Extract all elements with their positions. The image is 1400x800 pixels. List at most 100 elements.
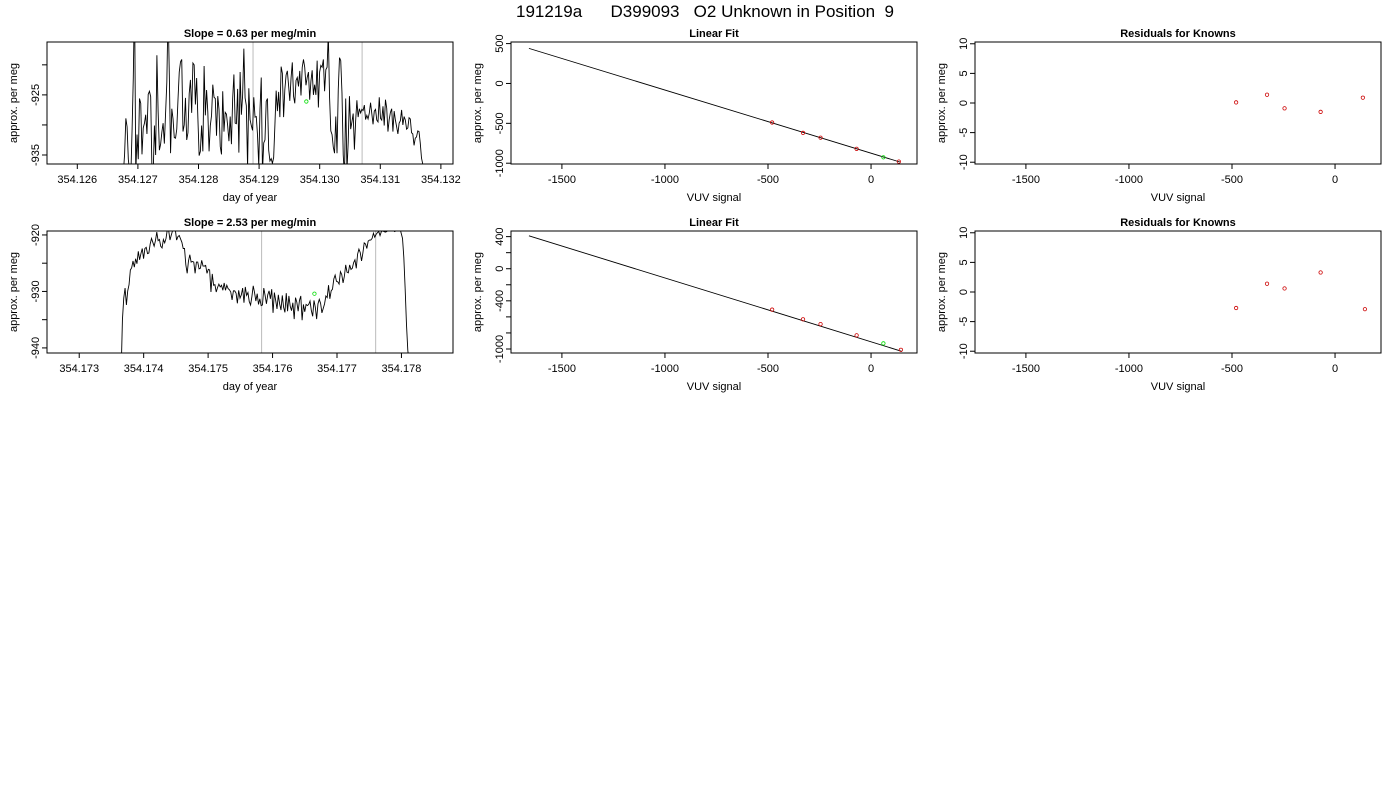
y-tick-label: -920 bbox=[30, 224, 42, 246]
data-point bbox=[818, 322, 823, 327]
data-point bbox=[1264, 92, 1270, 97]
x-axis-label: day of year bbox=[223, 192, 278, 204]
x-tick-label: 0 bbox=[868, 174, 874, 186]
y-tick-label: -5 bbox=[958, 128, 970, 138]
x-axis-label: VUV signal bbox=[687, 192, 741, 204]
plot-frame bbox=[974, 230, 1382, 354]
plot-frame bbox=[46, 230, 454, 354]
x-tick-label: 354.131 bbox=[360, 174, 400, 186]
chart-title: Linear Fit bbox=[689, 217, 739, 229]
x-tick-label: 354.176 bbox=[253, 363, 293, 375]
chart-title: Residuals for Knowns bbox=[1120, 217, 1236, 229]
y-tick-label: 5 bbox=[958, 259, 970, 265]
plot-area bbox=[1234, 270, 1368, 312]
x-tick-label: 354.127 bbox=[118, 174, 158, 186]
chart-title: Slope = 2.53 per meg/min bbox=[184, 217, 317, 229]
y-axis-label: approx. per meg bbox=[936, 252, 948, 332]
y-tick-label: -940 bbox=[30, 337, 42, 359]
panel-slope-bottom: 354.173 354.174 354.175 354.176 354.177 354.1… bbox=[8, 217, 454, 393]
y-tick-label: -930 bbox=[30, 280, 42, 302]
panel-linear-fit-top: -1500 -1000 -500 0 -1000 -500 0 500 Linear Fit VU… bbox=[472, 28, 918, 204]
y-axis-label: approx. per meg bbox=[472, 252, 484, 332]
data-point bbox=[1234, 100, 1239, 105]
x-tick-label: 354.174 bbox=[124, 363, 164, 375]
x-tick-label: 354.130 bbox=[300, 174, 340, 186]
data-point bbox=[1234, 305, 1239, 311]
plot-frame bbox=[46, 41, 454, 165]
y-tick-label: 0 bbox=[494, 266, 506, 272]
y-axis-label: approx. per meg bbox=[8, 252, 20, 332]
panel-residuals-top: -1500 -1000 -500 0 -10 -5 0 5 10 Residuals for Kn… bbox=[936, 28, 1382, 204]
fit-line bbox=[528, 235, 903, 352]
plot-area bbox=[1234, 92, 1365, 114]
data-point bbox=[1282, 106, 1287, 111]
plot-area bbox=[121, 231, 409, 353]
y-tick-label: 500 bbox=[494, 34, 506, 52]
y-tick-label: -10 bbox=[958, 154, 970, 170]
y-tick-label: -500 bbox=[494, 112, 506, 134]
x-tick-label: 354.132 bbox=[421, 174, 461, 186]
y-tick-label: -5 bbox=[958, 317, 970, 327]
x-tick-label: 0 bbox=[1332, 363, 1338, 375]
x-axis-label: VUV signal bbox=[1151, 381, 1205, 393]
x-tick-label: 0 bbox=[1332, 174, 1338, 186]
y-tick-label: -1000 bbox=[494, 335, 506, 363]
chart-title: Slope = 0.63 per meg/min bbox=[184, 28, 317, 40]
x-axis-label: VUV signal bbox=[1151, 192, 1205, 204]
y-tick-label: 10 bbox=[958, 227, 970, 239]
y-tick-label: 0 bbox=[958, 289, 970, 295]
x-tick-label: -1000 bbox=[1115, 363, 1143, 375]
x-axis-label: VUV signal bbox=[687, 381, 741, 393]
x-tick-label: -1000 bbox=[1115, 174, 1143, 186]
x-tick-label: 354.126 bbox=[57, 174, 97, 186]
y-tick-label: 0 bbox=[494, 80, 506, 86]
series-line bbox=[123, 42, 424, 164]
data-point bbox=[1360, 95, 1365, 100]
chart-title: Residuals for Knowns bbox=[1120, 28, 1236, 40]
x-tick-label: 354.128 bbox=[179, 174, 219, 186]
y-tick-label: -925 bbox=[30, 84, 42, 106]
plot-frame bbox=[510, 41, 918, 165]
x-tick-label: -1000 bbox=[651, 363, 679, 375]
x-tick-label: 354.129 bbox=[239, 174, 279, 186]
x-tick-label: 354.177 bbox=[317, 363, 357, 375]
y-axis-label: approx. per meg bbox=[472, 63, 484, 143]
panel-slope-top: 354.126 354.127 354.128 354.129 354.130 354.1… bbox=[8, 28, 461, 204]
x-tick-label: 0 bbox=[868, 363, 874, 375]
data-point bbox=[881, 341, 886, 346]
chart-title: Linear Fit bbox=[689, 28, 739, 40]
x-tick-label: -500 bbox=[757, 363, 779, 375]
y-axis-label: approx. per meg bbox=[936, 63, 948, 143]
x-tick-label: -1500 bbox=[548, 174, 576, 186]
page-title: 191219a D399093 O2 Unknown in Position 9 bbox=[515, 2, 895, 21]
y-tick-label: 400 bbox=[494, 227, 506, 245]
data-point bbox=[1264, 281, 1270, 286]
y-tick-label: 5 bbox=[958, 70, 970, 76]
y-tick-label: -400 bbox=[494, 290, 506, 312]
x-tick-label: -1000 bbox=[651, 174, 679, 186]
data-point bbox=[1318, 109, 1323, 114]
x-tick-label: -500 bbox=[757, 174, 779, 186]
x-tick-label: -500 bbox=[1221, 174, 1243, 186]
data-point bbox=[304, 99, 309, 104]
data-point bbox=[770, 307, 775, 312]
panel-residuals-bottom: -1500 -1000 -500 0 -10 -5 0 5 10 Residuals for Kn… bbox=[936, 217, 1382, 393]
data-point bbox=[1318, 270, 1323, 275]
data-point bbox=[881, 155, 886, 160]
x-tick-label: 354.173 bbox=[59, 363, 99, 375]
y-tick-label: -935 bbox=[30, 144, 42, 166]
x-tick-label: -1500 bbox=[1012, 174, 1040, 186]
data-point bbox=[854, 146, 859, 151]
x-tick-label: -1500 bbox=[548, 363, 576, 375]
data-point bbox=[312, 291, 317, 296]
data-point bbox=[854, 333, 859, 338]
x-tick-label: 354.175 bbox=[188, 363, 228, 375]
y-tick-label: 10 bbox=[958, 38, 970, 50]
data-point bbox=[896, 159, 901, 164]
x-tick-label: -1500 bbox=[1012, 363, 1040, 375]
y-axis-label: approx. per meg bbox=[8, 63, 20, 143]
panel-linear-fit-bottom: -1500 -1000 -500 0 -1000 -400 0 400 Linear Fit VU… bbox=[472, 217, 918, 393]
data-point bbox=[1282, 286, 1287, 291]
data-point bbox=[800, 317, 806, 322]
